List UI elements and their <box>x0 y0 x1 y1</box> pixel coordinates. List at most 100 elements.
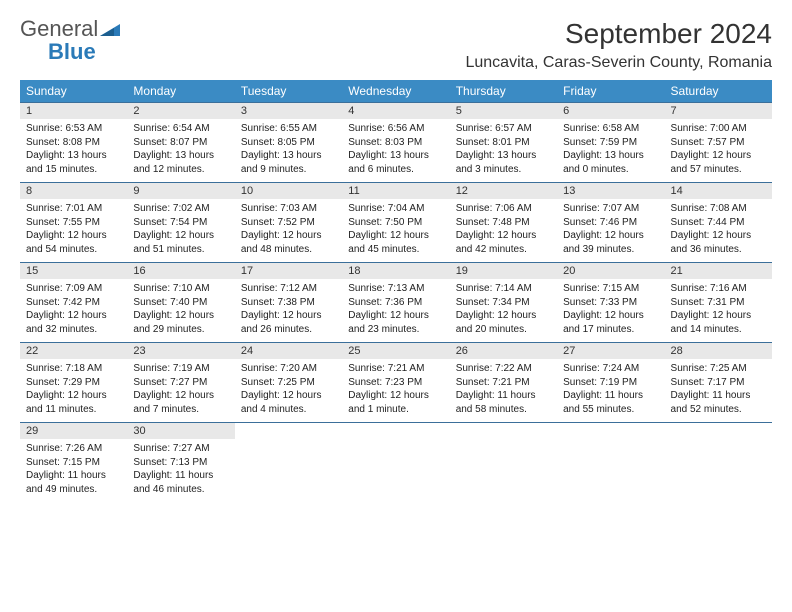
weekday-header-cell: Thursday <box>450 80 557 102</box>
sunrise-text: Sunrise: 7:16 AM <box>671 282 766 296</box>
day-cell: 23Sunrise: 7:19 AMSunset: 7:27 PMDayligh… <box>127 343 234 422</box>
weekday-header-cell: Sunday <box>20 80 127 102</box>
sunrise-text: Sunrise: 6:56 AM <box>348 122 443 136</box>
daylight-text: Daylight: 13 hours and 3 minutes. <box>456 149 551 176</box>
sunrise-text: Sunrise: 7:22 AM <box>456 362 551 376</box>
day-number: 10 <box>235 183 342 199</box>
day-number: 28 <box>665 343 772 359</box>
day-number: 14 <box>665 183 772 199</box>
day-cell: 2Sunrise: 6:54 AMSunset: 8:07 PMDaylight… <box>127 103 234 182</box>
sunrise-text: Sunrise: 7:08 AM <box>671 202 766 216</box>
day-details: Sunrise: 7:10 AMSunset: 7:40 PMDaylight:… <box>127 279 234 342</box>
sunrise-text: Sunrise: 7:03 AM <box>241 202 336 216</box>
day-details: Sunrise: 6:54 AMSunset: 8:07 PMDaylight:… <box>127 119 234 182</box>
sunset-text: Sunset: 7:52 PM <box>241 216 336 230</box>
sunrise-text: Sunrise: 6:55 AM <box>241 122 336 136</box>
brand-name-part2: Blue <box>48 39 96 64</box>
sunrise-text: Sunrise: 7:21 AM <box>348 362 443 376</box>
day-cell: 16Sunrise: 7:10 AMSunset: 7:40 PMDayligh… <box>127 263 234 342</box>
day-cell: 6Sunrise: 6:58 AMSunset: 7:59 PMDaylight… <box>557 103 664 182</box>
sunrise-text: Sunrise: 7:27 AM <box>133 442 228 456</box>
sunset-text: Sunset: 8:05 PM <box>241 136 336 150</box>
weekday-header-cell: Tuesday <box>235 80 342 102</box>
brand-name-part1: General <box>20 16 98 41</box>
day-details: Sunrise: 7:09 AMSunset: 7:42 PMDaylight:… <box>20 279 127 342</box>
sunset-text: Sunset: 7:13 PM <box>133 456 228 470</box>
day-number: 1 <box>20 103 127 119</box>
day-cell: 15Sunrise: 7:09 AMSunset: 7:42 PMDayligh… <box>20 263 127 342</box>
daylight-text: Daylight: 11 hours and 46 minutes. <box>133 469 228 496</box>
day-number: 2 <box>127 103 234 119</box>
daylight-text: Daylight: 12 hours and 51 minutes. <box>133 229 228 256</box>
day-details: Sunrise: 7:26 AMSunset: 7:15 PMDaylight:… <box>20 439 127 502</box>
weekday-header-cell: Friday <box>557 80 664 102</box>
day-number: 7 <box>665 103 772 119</box>
day-number: 5 <box>450 103 557 119</box>
sunrise-text: Sunrise: 7:24 AM <box>563 362 658 376</box>
sunrise-text: Sunrise: 7:15 AM <box>563 282 658 296</box>
day-number: 9 <box>127 183 234 199</box>
sunrise-text: Sunrise: 7:19 AM <box>133 362 228 376</box>
sunset-text: Sunset: 7:54 PM <box>133 216 228 230</box>
sunset-text: Sunset: 7:19 PM <box>563 376 658 390</box>
day-details: Sunrise: 7:22 AMSunset: 7:21 PMDaylight:… <box>450 359 557 422</box>
sunrise-text: Sunrise: 7:00 AM <box>671 122 766 136</box>
daylight-text: Daylight: 11 hours and 49 minutes. <box>26 469 121 496</box>
daylight-text: Daylight: 12 hours and 26 minutes. <box>241 309 336 336</box>
empty-day-cell <box>665 423 772 502</box>
daylight-text: Daylight: 12 hours and 4 minutes. <box>241 389 336 416</box>
day-cell: 29Sunrise: 7:26 AMSunset: 7:15 PMDayligh… <box>20 423 127 502</box>
sunrise-text: Sunrise: 7:13 AM <box>348 282 443 296</box>
sunrise-text: Sunrise: 7:02 AM <box>133 202 228 216</box>
day-cell: 12Sunrise: 7:06 AMSunset: 7:48 PMDayligh… <box>450 183 557 262</box>
daylight-text: Daylight: 12 hours and 11 minutes. <box>26 389 121 416</box>
daylight-text: Daylight: 12 hours and 48 minutes. <box>241 229 336 256</box>
day-cell: 7Sunrise: 7:00 AMSunset: 7:57 PMDaylight… <box>665 103 772 182</box>
day-cell: 9 Sunrise: 7:02 AMSunset: 7:54 PMDaylight… <box>127 183 234 262</box>
daylight-text: Daylight: 12 hours and 57 minutes. <box>671 149 766 176</box>
sunrise-text: Sunrise: 6:54 AM <box>133 122 228 136</box>
day-details: Sunrise: 7:01 AMSunset: 7:55 PMDaylight:… <box>20 199 127 262</box>
day-cell: 3 Sunrise: 6:55 AMSunset: 8:05 PMDaylight… <box>235 103 342 182</box>
daylight-text: Daylight: 13 hours and 0 minutes. <box>563 149 658 176</box>
day-number: 11 <box>342 183 449 199</box>
daylight-text: Daylight: 13 hours and 9 minutes. <box>241 149 336 176</box>
daylight-text: Daylight: 13 hours and 15 minutes. <box>26 149 121 176</box>
day-cell: 26Sunrise: 7:22 AMSunset: 7:21 PMDayligh… <box>450 343 557 422</box>
daylight-text: Daylight: 12 hours and 1 minute. <box>348 389 443 416</box>
sunrise-text: Sunrise: 7:10 AM <box>133 282 228 296</box>
day-details: Sunrise: 7:14 AMSunset: 7:34 PMDaylight:… <box>450 279 557 342</box>
location-text: Luncavita, Caras-Severin County, Romania <box>465 54 772 72</box>
sunrise-text: Sunrise: 7:07 AM <box>563 202 658 216</box>
calendar-week-row: 22Sunrise: 7:18 AMSunset: 7:29 PMDayligh… <box>20 342 772 422</box>
day-details: Sunrise: 7:15 AMSunset: 7:33 PMDaylight:… <box>557 279 664 342</box>
sunset-text: Sunset: 7:15 PM <box>26 456 121 470</box>
day-cell: 22Sunrise: 7:18 AMSunset: 7:29 PMDayligh… <box>20 343 127 422</box>
day-cell: 10 Sunrise: 7:03 AMSunset: 7:52 PMDayligh… <box>235 183 342 262</box>
day-details: Sunrise: 6:56 AMSunset: 8:03 PMDaylight:… <box>342 119 449 182</box>
day-number: 24 <box>235 343 342 359</box>
page-header: General Blue September 2024 Luncavita, C… <box>20 18 772 72</box>
sunset-text: Sunset: 7:27 PM <box>133 376 228 390</box>
sunrise-text: Sunrise: 7:14 AM <box>456 282 551 296</box>
sunrise-text: Sunrise: 7:25 AM <box>671 362 766 376</box>
daylight-text: Daylight: 12 hours and 14 minutes. <box>671 309 766 336</box>
title-block: September 2024 Luncavita, Caras-Severin … <box>465 18 772 72</box>
brand-triangle-icon <box>100 22 120 41</box>
day-details: Sunrise: 6:58 AMSunset: 7:59 PMDaylight:… <box>557 119 664 182</box>
day-cell: 13Sunrise: 7:07 AMSunset: 7:46 PMDayligh… <box>557 183 664 262</box>
day-cell: 30Sunrise: 7:27 AMSunset: 7:13 PMDayligh… <box>127 423 234 502</box>
day-details: Sunrise: 6:53 AMSunset: 8:08 PMDaylight:… <box>20 119 127 182</box>
sunset-text: Sunset: 7:46 PM <box>563 216 658 230</box>
day-details: Sunrise: 7:04 AMSunset: 7:50 PMDaylight:… <box>342 199 449 262</box>
day-number: 3 <box>235 103 342 119</box>
sunset-text: Sunset: 7:42 PM <box>26 296 121 310</box>
sunrise-text: Sunrise: 6:53 AM <box>26 122 121 136</box>
daylight-text: Daylight: 12 hours and 7 minutes. <box>133 389 228 416</box>
day-number: 12 <box>450 183 557 199</box>
day-details: Sunrise: 7:27 AMSunset: 7:13 PMDaylight:… <box>127 439 234 502</box>
day-number: 19 <box>450 263 557 279</box>
day-cell: 20Sunrise: 7:15 AMSunset: 7:33 PMDayligh… <box>557 263 664 342</box>
day-number: 8 <box>20 183 127 199</box>
sunset-text: Sunset: 7:50 PM <box>348 216 443 230</box>
